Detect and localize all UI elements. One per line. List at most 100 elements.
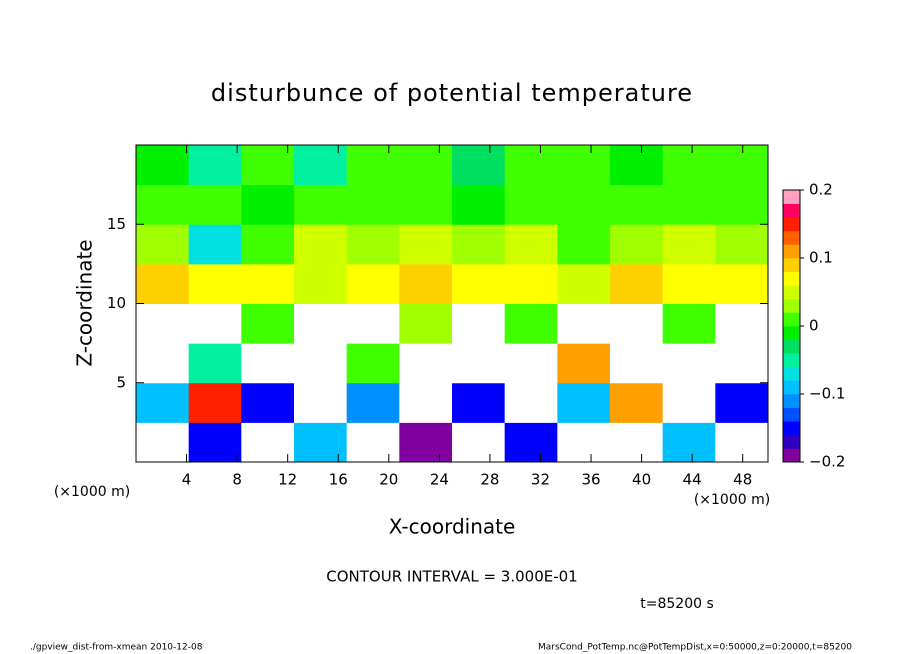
- cell: [662, 343, 716, 384]
- cell: [346, 263, 400, 304]
- cell: [241, 303, 295, 344]
- colorbar-swatch: [783, 353, 800, 368]
- colorbar-swatch: [783, 285, 800, 300]
- cell: [504, 343, 558, 384]
- cell: [294, 263, 348, 304]
- cell: [136, 224, 190, 265]
- cell: [399, 145, 453, 186]
- colorbar-tick-label: 0.2: [809, 181, 833, 199]
- x-tick-label: 44: [683, 471, 702, 489]
- cell: [399, 422, 453, 463]
- x-tick-label: 20: [379, 471, 398, 489]
- cell: [188, 343, 242, 384]
- cell: [610, 145, 664, 186]
- cell: [241, 422, 295, 463]
- colorbar-tick-label: −0.2: [809, 453, 845, 471]
- time-label: t=85200 s: [640, 596, 714, 612]
- cell: [241, 343, 295, 384]
- colorbar-swatch: [783, 230, 800, 245]
- cell: [136, 382, 190, 423]
- colorbar-tick-label: −0.1: [809, 385, 845, 403]
- cell: [188, 145, 242, 186]
- cell: [188, 382, 242, 423]
- footer-left: ./gpview_dist-from-xmean 2010-12-08: [30, 643, 203, 653]
- cell: [241, 224, 295, 265]
- colorbar-swatch: [783, 380, 800, 395]
- cell: [504, 382, 558, 423]
- colorbar-tick-label: 0.1: [809, 249, 833, 267]
- cell: [715, 263, 769, 304]
- cell: [610, 382, 664, 423]
- colorbar-swatch: [783, 258, 800, 272]
- cell: [557, 224, 611, 265]
- x-tick-label: 40: [632, 471, 651, 489]
- cell: [136, 263, 190, 304]
- cell: [715, 224, 769, 265]
- cell: [715, 422, 769, 463]
- y-tick-label: 15: [107, 215, 126, 233]
- cell: [294, 303, 348, 344]
- cell: [188, 303, 242, 344]
- colorbar-swatch: [783, 407, 800, 422]
- cell: [294, 184, 348, 225]
- annotation: CONTOUR INTERVAL = 3.000E-01: [326, 568, 577, 586]
- cell: [136, 343, 190, 384]
- colorbar-swatch: [783, 244, 800, 259]
- cell: [610, 224, 664, 265]
- cell: [294, 224, 348, 265]
- cell: [557, 145, 611, 186]
- cell: [662, 303, 716, 344]
- cell: [346, 224, 400, 265]
- cell: [662, 263, 716, 304]
- cell: [452, 145, 506, 186]
- colorbar-swatch: [783, 203, 800, 218]
- cell: [504, 184, 558, 225]
- cell: [557, 263, 611, 304]
- cell: [452, 382, 506, 423]
- cell: [346, 145, 400, 186]
- cell: [662, 224, 716, 265]
- x-tick-label: 4: [182, 471, 192, 489]
- cell: [662, 184, 716, 225]
- colorbar-tick-label: 0: [809, 317, 819, 335]
- cell: [610, 422, 664, 463]
- cell: [662, 145, 716, 186]
- colorbar-swatch: [783, 434, 800, 449]
- colorbar-swatch: [783, 394, 800, 408]
- cell: [715, 184, 769, 225]
- x-tick-label: 8: [232, 471, 242, 489]
- colorbar-swatch: [783, 448, 800, 463]
- x-tick-label: 12: [278, 471, 297, 489]
- x-axis-label: X-coordinate: [389, 515, 516, 539]
- cell: [504, 303, 558, 344]
- cell: [557, 422, 611, 463]
- cell: [504, 422, 558, 463]
- cell: [662, 382, 716, 423]
- cell: [452, 422, 506, 463]
- cell: [241, 145, 295, 186]
- footer-right: MarsCond_PotTemp.nc@PotTempDist,x=0:5000…: [538, 643, 852, 653]
- cell: [610, 263, 664, 304]
- cell: [504, 263, 558, 304]
- cell: [241, 184, 295, 225]
- chart-title: disturbunce of potential temperature: [211, 79, 693, 107]
- cell: [136, 422, 190, 463]
- x-tick-label: 16: [329, 471, 348, 489]
- x-tick-label: 24: [430, 471, 449, 489]
- cell: [452, 343, 506, 384]
- cell: [241, 263, 295, 304]
- colorbar-swatch: [783, 298, 800, 313]
- cell: [136, 145, 190, 186]
- colorbar-swatch: [783, 190, 800, 204]
- cell: [294, 422, 348, 463]
- cell: [610, 343, 664, 384]
- cell: [294, 343, 348, 384]
- colorbar-swatch: [783, 312, 800, 327]
- cell: [399, 382, 453, 423]
- cell: [399, 263, 453, 304]
- y-tick-label: 10: [107, 294, 126, 312]
- colorbar-swatch: [783, 366, 800, 381]
- cell: [715, 145, 769, 186]
- colorbar-swatch: [783, 326, 800, 340]
